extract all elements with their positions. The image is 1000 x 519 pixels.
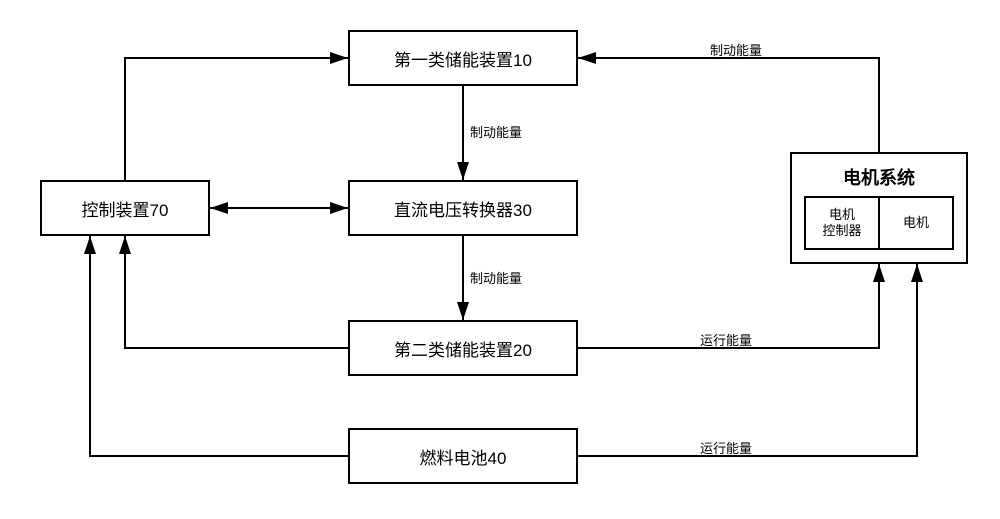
motor-controller-label: 电机 控制器 [806,198,880,248]
node-motor-system: 电机系统 电机 控制器 电机 [790,152,968,264]
edge-label-run2: 运行能量 [700,438,752,457]
edge-label-run1: 运行能量 [700,330,752,349]
edge-label-brake2: 制动能量 [470,122,522,141]
node-storage2: 第二类储能装置20 [348,320,578,376]
node-storage2-label: 第二类储能装置20 [394,336,532,361]
motor-system-inner: 电机 控制器 电机 [804,196,954,250]
node-control: 控制装置70 [40,180,210,236]
node-storage1: 第一类储能装置10 [348,30,578,86]
edge-label-brake3: 制动能量 [470,268,522,287]
motor-system-title: 电机系统 [792,154,966,196]
node-storage1-label: 第一类储能装置10 [394,46,532,71]
node-fuelcell-label: 燃料电池40 [420,444,507,469]
node-converter-label: 直流电压转换器30 [394,196,532,221]
node-control-label: 控制装置70 [82,196,169,221]
node-converter: 直流电压转换器30 [348,180,578,236]
node-fuelcell: 燃料电池40 [348,428,578,484]
edge-label-brake1: 制动能量 [710,40,762,59]
motor-label: 电机 [880,198,952,248]
